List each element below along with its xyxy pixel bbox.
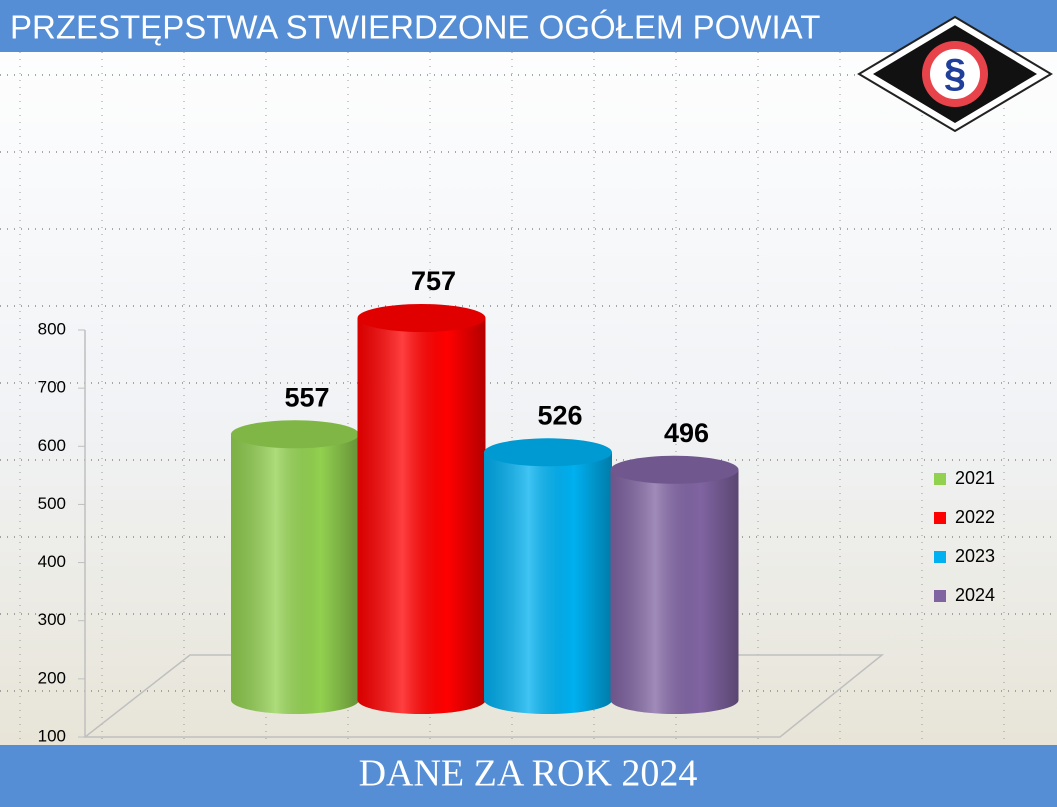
logo: § (857, 15, 1053, 133)
y-tick-label: 400 (38, 552, 66, 571)
data-label: 757 (411, 266, 456, 296)
title-bar (0, 0, 1057, 52)
bar-shading (357, 318, 486, 715)
legend-label: 2022 (955, 507, 995, 527)
legend-label: 2023 (955, 546, 995, 566)
data-label: 557 (284, 382, 329, 412)
y-tick-label: 500 (38, 494, 66, 513)
legend-label: 2021 (955, 468, 995, 488)
y-tick-label: 200 (38, 668, 66, 687)
footer-text: DANE ZA ROK 2024 (359, 753, 698, 795)
y-tick-label: 600 (38, 436, 66, 455)
bar-top-shade (357, 304, 486, 333)
floor (82, 654, 885, 738)
logo-center (930, 49, 980, 99)
legend-swatch (934, 512, 946, 524)
bar-top-shade (231, 420, 359, 449)
bar-shading (231, 434, 359, 714)
bar-top (484, 438, 612, 467)
plot: 100 200 300 400 500 600 700 800 557 2021 757 2022 52… (38, 266, 995, 745)
bar-top (231, 420, 359, 449)
footer-bar (0, 745, 1057, 807)
bar-top (610, 455, 739, 484)
data-label: 526 (537, 400, 582, 430)
legend-swatch (934, 551, 946, 563)
legend-label: 2024 (955, 585, 995, 605)
y-tick-label: 700 (38, 378, 66, 397)
bar-top-shade (610, 455, 739, 484)
y-tick-label: 300 (38, 610, 66, 629)
legend-swatch (934, 590, 946, 602)
chart-title: PRZESTĘPSTWA STWIERDZONE OGÓŁEM POWIAT (10, 9, 820, 46)
y-tick-label: 800 (38, 319, 66, 338)
y-tick-label: 100 (38, 726, 66, 745)
bar-top-shade (484, 438, 612, 467)
legend-swatch (934, 473, 946, 485)
bar-shading (484, 452, 612, 714)
logo-symbol: § (944, 52, 966, 96)
data-label: 496 (664, 418, 709, 448)
bar-shading (610, 469, 739, 715)
bar-top (357, 304, 486, 333)
